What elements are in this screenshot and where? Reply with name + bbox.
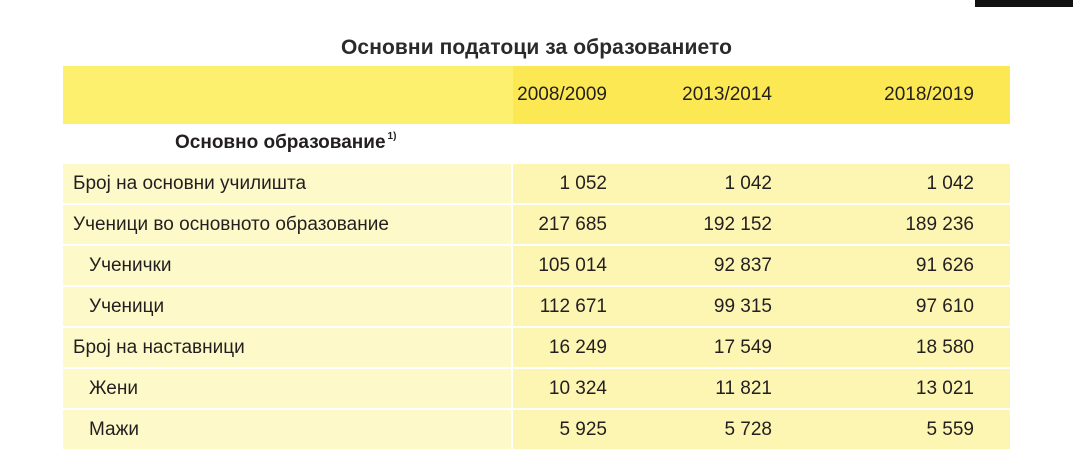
table-row: Број на основни училишта 1 052 1 042 1 0…: [63, 162, 1010, 203]
column-header-2008-2009: 2008/2009: [513, 66, 645, 124]
row-value: 189 236: [810, 205, 1010, 244]
corner-watermark-strip: [975, 0, 1073, 7]
section-heading-row: Основно образование 1): [63, 124, 1010, 162]
row-value: 112 671: [513, 287, 645, 326]
row-value: 5 728: [645, 410, 810, 449]
row-value: 18 580: [810, 328, 1010, 367]
row-value: 11 821: [645, 369, 810, 408]
column-header-2013-2014: 2013/2014: [645, 66, 810, 124]
table-row: Ученички 105 014 92 837 91 626: [63, 244, 1010, 285]
row-value: 92 837: [645, 246, 810, 285]
table-row: Број на наставници 16 249 17 549 18 580: [63, 326, 1010, 367]
row-label: Ученици: [63, 287, 513, 326]
row-label: Мажи: [63, 410, 513, 449]
section-heading: Основно образование 1): [63, 124, 513, 162]
table-header-row: 2008/2009 2013/2014 2018/2019: [63, 66, 1010, 124]
row-value: 1 042: [810, 164, 1010, 203]
row-value: 1 052: [513, 164, 645, 203]
header-empty-cell: [63, 66, 513, 124]
row-label: Жени: [63, 369, 513, 408]
row-value: 5 559: [810, 410, 1010, 449]
education-data-table: 2008/2009 2013/2014 2018/2019 Основно об…: [63, 66, 1010, 449]
row-label: Ученички: [63, 246, 513, 285]
row-value: 13 021: [810, 369, 1010, 408]
row-value: 105 014: [513, 246, 645, 285]
row-label: Број на наставници: [63, 328, 513, 367]
row-label: Ученици во основното образование: [63, 205, 513, 244]
row-value: 91 626: [810, 246, 1010, 285]
table-row: Ученици 112 671 99 315 97 610: [63, 285, 1010, 326]
table-title: Основни податоци за образованието: [340, 36, 733, 59]
table-row: Мажи 5 925 5 728 5 559: [63, 408, 1010, 449]
table-row: Ученици во основното образование 217 685…: [63, 203, 1010, 244]
row-value: 97 610: [810, 287, 1010, 326]
column-header-2018-2019: 2018/2019: [810, 66, 1010, 124]
section-heading-text: Основно образование: [175, 132, 386, 153]
row-value: 217 685: [513, 205, 645, 244]
table-row: Жени 10 324 11 821 13 021: [63, 367, 1010, 408]
row-value: 99 315: [645, 287, 810, 326]
row-value: 1 042: [645, 164, 810, 203]
row-label: Број на основни училишта: [63, 164, 513, 203]
row-value: 16 249: [513, 328, 645, 367]
row-value: 192 152: [645, 205, 810, 244]
row-value: 10 324: [513, 369, 645, 408]
row-value: 5 925: [513, 410, 645, 449]
row-value: 17 549: [645, 328, 810, 367]
section-footnote-marker: 1): [387, 130, 397, 142]
